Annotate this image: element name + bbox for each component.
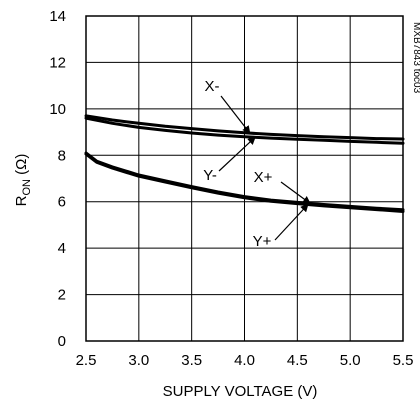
- series-line-Yminus: [84, 116, 405, 145]
- x-tick-label: 2.5: [76, 352, 97, 369]
- annotation-arrow-Yminus: [218, 136, 256, 172]
- series-line-Yplus: [84, 152, 405, 213]
- annotation-label-Yplus: Y+: [253, 233, 272, 250]
- y-tick-label: 0: [58, 333, 66, 350]
- x-tick-label: 5.0: [340, 352, 361, 369]
- y-tick-label: 4: [58, 240, 66, 257]
- y-axis-title: RON (Ω): [13, 154, 33, 207]
- x-tick-label: 3.0: [128, 352, 149, 369]
- y-tick-label: 2: [58, 287, 66, 304]
- annotation-label-Xplus: X+: [254, 169, 273, 186]
- annotation-arrow-Xplus: [280, 181, 311, 205]
- figure-code: MXB7843 toc03: [411, 22, 420, 94]
- plot-frame: [85, 15, 404, 342]
- y-tick-label: 12: [49, 54, 66, 71]
- y-tick-labels: 0 2 4 6 8 10 12 14: [49, 8, 66, 350]
- y-tick-label: 8: [58, 147, 66, 164]
- y-axis-title-main: R: [13, 195, 30, 206]
- y-tick-label: 6: [58, 194, 66, 211]
- grid-lines: [86, 16, 403, 341]
- annotation-label-Yminus: Y-: [203, 167, 217, 184]
- annotation-arrow-Xminus: [220, 95, 251, 134]
- series-layer: [84, 114, 405, 213]
- annotation-label-Xminus: X-: [205, 78, 220, 95]
- y-tick-label: 10: [49, 101, 66, 118]
- x-axis-title: SUPPLY VOLTAGE (V): [163, 383, 318, 400]
- x-tick-label: 4.5: [287, 352, 308, 369]
- x-tick-label: 4.0: [234, 352, 255, 369]
- x-tick-label: 3.5: [181, 352, 202, 369]
- y-axis-title-unit: (Ω): [13, 154, 30, 179]
- y-tick-label: 14: [49, 8, 66, 25]
- x-tick-label: 5.5: [393, 352, 414, 369]
- annotations: X- Y- X+ Y+: [203, 78, 311, 250]
- annotation-arrow-Yplus: [274, 203, 309, 241]
- x-tick-labels: 2.5 3.0 3.5 4.0 4.5 5.0 5.5: [76, 352, 414, 369]
- y-axis-title-subscript: ON: [21, 179, 33, 196]
